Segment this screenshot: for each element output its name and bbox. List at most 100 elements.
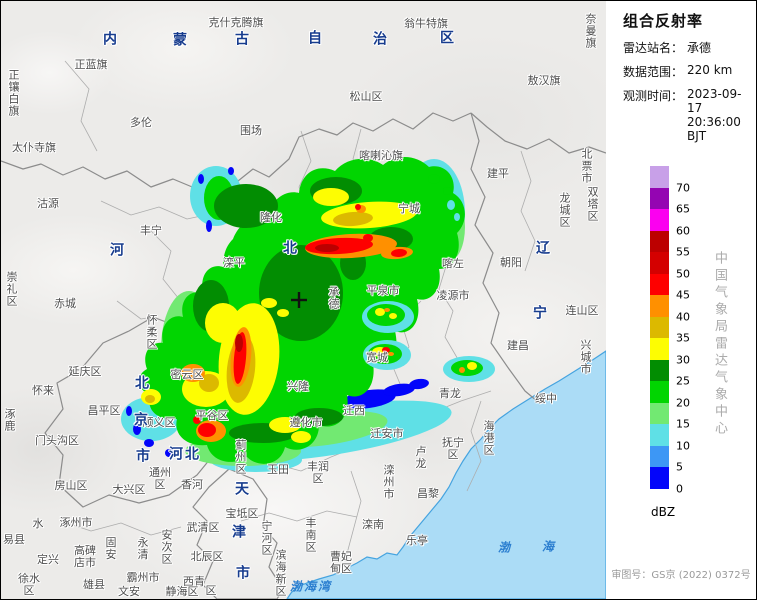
sea-area [286, 350, 606, 599]
map-label: 雄县 [83, 577, 105, 591]
echo-cell [291, 431, 311, 443]
map-label: 怀柔区 [145, 314, 159, 350]
map-label: 滦州市 [382, 464, 396, 500]
map-label: 津 [232, 524, 248, 541]
map-label: 朝阳 [500, 255, 522, 269]
range-label: 数据范围： [623, 65, 684, 79]
map-label: 遵化市 [289, 415, 323, 429]
map-label: 丰宁 [140, 223, 162, 237]
map-label: 海 [541, 539, 557, 554]
legend-color-cell [650, 402, 669, 424]
map-label: 曹妃 甸区 [330, 549, 352, 575]
echo-cell [315, 244, 339, 252]
map-label: 蒙 [173, 32, 189, 49]
legend-tick-label: 45 [676, 288, 690, 302]
legend-tick-label: 35 [676, 331, 690, 345]
map-label: 定兴 [37, 552, 59, 566]
map-label: 宁河区 [260, 520, 274, 556]
watermark-text: 中国气象局雷达气象中心 [712, 251, 727, 438]
map-label: 渤海湾 [289, 579, 333, 594]
legend-color-cell [650, 359, 669, 381]
legend-color-cell [650, 166, 669, 188]
map-label: 延庆区 [68, 364, 102, 378]
map-label: 建昌 [507, 338, 529, 352]
station-label: 雷达站名： [623, 41, 684, 55]
map-label: 沽源 [37, 196, 59, 210]
map-label: 迁西 [343, 403, 365, 417]
province-border-line [1, 112, 472, 190]
legend-unit-label: dBZ [651, 505, 676, 519]
map-label: 渤 [497, 540, 513, 555]
legend-tick-label: 25 [676, 374, 690, 388]
legend-tick-label: 10 [676, 439, 690, 452]
map-label: 自 [308, 30, 324, 47]
map-label: 宝坻区 [225, 506, 259, 520]
echo-cell [443, 187, 451, 195]
county-border-line [344, 470, 362, 562]
echo-cell [193, 416, 201, 424]
map-label: 正镶白旗 [7, 69, 21, 117]
legend-color-cell [650, 230, 669, 252]
map-label: 凌源市 [436, 288, 470, 302]
map-label: 内 [103, 31, 119, 48]
map-label: 奈曼旗 [584, 13, 598, 49]
map-label: 房山区 [54, 478, 88, 492]
map-label: 青龙 [439, 386, 461, 400]
map-label: 北辰区 [190, 549, 224, 563]
map-label: 敖汉旗 [527, 73, 561, 87]
legend-tick-label: 15 [676, 417, 690, 431]
legend-tick-label: 20 [676, 396, 690, 409]
echo-cell [355, 204, 361, 210]
map-label: 北 [283, 240, 299, 257]
legend-color-cell [650, 445, 669, 467]
map-label: 永 清 [137, 535, 149, 561]
echo-cell [144, 439, 154, 447]
echo-cell [228, 167, 234, 175]
echo-cell [313, 188, 349, 206]
legend-tick-label: 50 [676, 267, 690, 280]
map-label: 喀喇沁旗 [359, 148, 403, 162]
map-label: 喀左 [442, 256, 464, 270]
map-label: 围场 [240, 123, 262, 137]
legend-color-cell [650, 209, 669, 231]
map-label: 太仆寺旗 [12, 140, 56, 154]
county-border-line [116, 300, 154, 320]
legend-color-cell [650, 467, 669, 489]
echo-cell [259, 245, 343, 341]
map-vector-layer [1, 60, 606, 599]
county-border-line [150, 230, 180, 300]
map-label: 平泉市 [366, 283, 400, 297]
map-label: 易县 [3, 532, 25, 546]
echo-cell [261, 298, 277, 308]
map-label: 隆化 [260, 210, 282, 224]
echo-cell [133, 423, 141, 435]
map-label: 市 [136, 448, 152, 465]
map-label: 通州 区 [149, 465, 171, 491]
county-border-line [100, 200, 216, 220]
map-label: 宁城 [398, 201, 420, 215]
map-label: 大兴区 [112, 482, 146, 496]
legend-color-cell [650, 187, 669, 209]
map-label: 文安 [118, 584, 140, 598]
map-label: 宽城 [366, 350, 388, 364]
echo-cell [165, 449, 173, 457]
map-label: 龙城区 [558, 192, 572, 228]
map-label: 香河 [181, 477, 203, 491]
map-label: 滦平 [223, 255, 245, 269]
legend-tick-label: 40 [676, 310, 690, 323]
map-label: 徐水 区 [18, 571, 40, 597]
time-value: 2023-09-17 20:36:00 BJT [687, 87, 742, 143]
echo-cell [214, 184, 278, 228]
map-label: 北票市 [580, 148, 594, 184]
map-label: 安次区 [160, 529, 174, 565]
map-label: 丰南区 [304, 517, 318, 553]
map-label: 固 安 [105, 535, 117, 561]
map-label: 平谷区 [195, 408, 229, 422]
map-label: 密云区 [170, 367, 204, 381]
station-value: 承德 [687, 41, 712, 55]
map-label: 克什克腾旗 [208, 15, 264, 29]
legend-tick-label: 55 [676, 245, 690, 259]
echo-cell [199, 374, 219, 392]
info-row-range: 数据范围： 220 km [623, 63, 756, 80]
